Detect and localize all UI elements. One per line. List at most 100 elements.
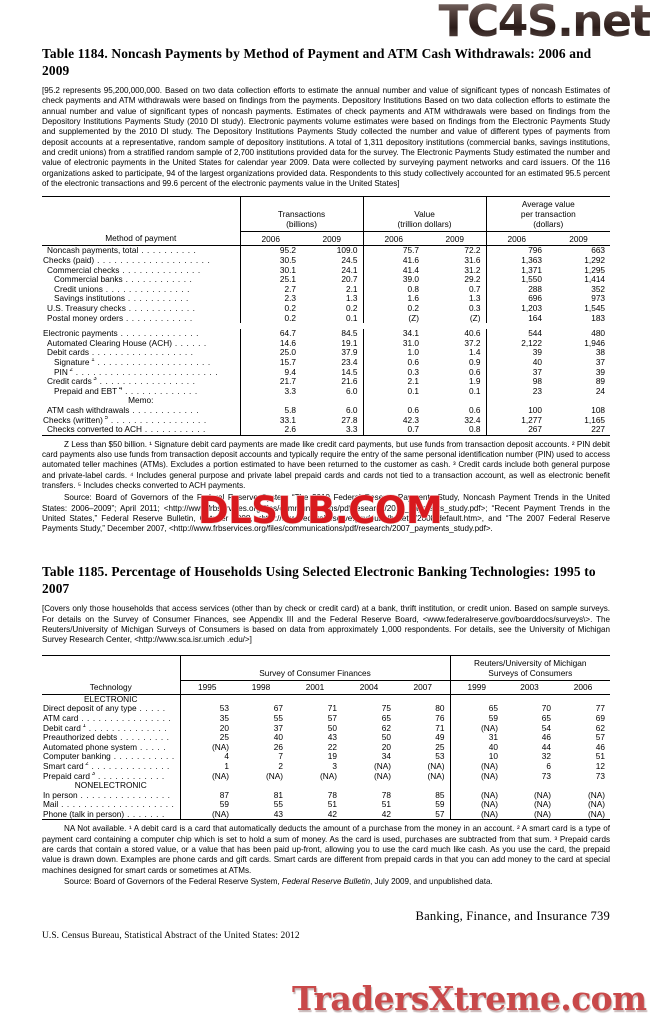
- row-label: ATM card . . . . . . . . . . . . . . . .: [43, 713, 172, 723]
- table-cell: 81: [273, 789, 283, 800]
- table-1185-col-year: 2007: [396, 679, 451, 695]
- table-cell: 973: [591, 293, 606, 304]
- table-cell: 0.2: [239, 303, 301, 314]
- leader-dots: . . . . . . . . . . . . . .: [88, 761, 170, 771]
- table-cell-empty: [234, 693, 288, 705]
- leader-dots: . . . . . . . . . . . . .: [122, 386, 198, 396]
- table-cell: 0.2: [362, 303, 425, 314]
- table-cell: 77: [595, 703, 606, 714]
- table-cell: 1,165: [584, 414, 606, 425]
- table-row: Postal money orders . . . . . . . . . . …: [42, 313, 610, 324]
- row-group-header: ELECTRONIC: [42, 693, 180, 705]
- row-label: Commercial checks . . . . . . . . . . . …: [47, 265, 201, 275]
- table-cell: (NA): [587, 808, 606, 819]
- leader-dots: . . . . . . . . . . .: [125, 294, 189, 304]
- table-1185-col-year: 2001: [288, 679, 342, 695]
- table-cell: 0.7: [362, 424, 425, 436]
- row-group-header: Memo:: [128, 395, 154, 406]
- table-cell: 39: [485, 348, 548, 358]
- table-cell: 480: [591, 328, 606, 339]
- leader-dots: . . . . . . . . . . . .: [125, 304, 196, 313]
- table-cell: 3.3: [239, 386, 301, 397]
- leader-dots: . . . . . . . . . . . . . . . .: [78, 713, 172, 723]
- table-cell: 25.0: [239, 348, 301, 358]
- table-cell: 51: [381, 799, 391, 810]
- table-cell: 0.6: [362, 405, 425, 416]
- group-label-line1: Average value: [521, 199, 575, 210]
- table-cell: 1.9: [468, 376, 481, 387]
- table-1185-col-year: 2004: [342, 679, 396, 695]
- row-label: Debit card 1 . . . . . . . . . . . . . .: [43, 723, 168, 733]
- footnote-marker: 2: [67, 367, 73, 373]
- table-cell: 20.7: [341, 274, 358, 285]
- row-label: Prepaid card 3 . . . . . . . . . . . .: [43, 771, 165, 781]
- table-cell: 0.6: [468, 404, 481, 415]
- row-label: Postal money orders . . . . . . . . . . …: [47, 313, 193, 323]
- leader-dots: . . . . . . . . . . . . . . .: [102, 284, 191, 294]
- table-cell: 20: [381, 741, 391, 752]
- table-1185-col-year: 2006: [556, 679, 611, 695]
- row-label: Savings institutions . . . . . . . . . .…: [54, 294, 189, 304]
- table-cell: 1,414: [584, 274, 606, 285]
- table-cell: 2.3: [239, 294, 301, 304]
- table-1185-group-reuters: Reuters/University of Michigan Surveys o…: [449, 655, 611, 681]
- table-cell: 0.8: [362, 284, 425, 295]
- table-1185-footnotes: NA Not available. ¹ A debit card is a ca…: [42, 824, 610, 875]
- table-cell: 78: [327, 789, 337, 800]
- table-cell-empty: [342, 693, 396, 705]
- table-cell: 25: [179, 733, 234, 743]
- table-cell: 6.0: [345, 385, 358, 396]
- table-cell: 5.8: [239, 405, 301, 416]
- table-cell: 1,292: [584, 255, 606, 266]
- row-label: Smart card 2 . . . . . . . . . . . . . .: [43, 761, 170, 771]
- table-cell: 24.1: [341, 264, 358, 275]
- table-cell: 37.9: [341, 347, 358, 358]
- table-cell: 62: [595, 722, 606, 733]
- source-prefix: Source: Board of Governors of the Federa…: [64, 876, 282, 886]
- table-cell: (NA): [533, 808, 552, 819]
- table-cell: (NA): [533, 789, 552, 800]
- table-cell: 109.0: [301, 245, 364, 257]
- table-cell: (NA): [449, 761, 504, 772]
- leader-dots: . . . . . . . . . . . . . . . . .: [107, 415, 207, 425]
- table-1184-group-transactions: Transactions (billions): [239, 196, 364, 232]
- table-1184-title: Table 1184. Noncash Payments by Method o…: [42, 46, 592, 78]
- leader-dots: . . . . . . . . . . . . . . . .: [77, 790, 171, 800]
- group-label-line1: Transactions: [277, 209, 326, 220]
- table-cell: 19.1: [341, 337, 358, 348]
- leader-dots: . . . . . . . . . . . .: [123, 313, 193, 323]
- group-label-line2: (billions): [286, 219, 317, 230]
- leader-dots: . . . . . . . . . . . . . . . . . . . .: [58, 800, 175, 810]
- table-cell: 49: [435, 732, 445, 743]
- table-cell: 50: [381, 732, 391, 743]
- table-cell-empty: [362, 396, 425, 406]
- table-cell: 696: [485, 294, 548, 304]
- watermark-tradersxtreme: TradersXtreme.com: [291, 978, 649, 1020]
- table-cell: (Z): [362, 313, 425, 324]
- table-cell: 31.6: [464, 255, 481, 266]
- table-1185: Technology Survey of Consumer Finances R…: [42, 655, 611, 822]
- table-cell: 12: [595, 760, 606, 771]
- table-1185-head: Technology Survey of Consumer Finances R…: [42, 655, 611, 695]
- row-label: Checks (paid) . . . . . . . . . . . . . …: [43, 256, 211, 266]
- table-1185-col-year: 1998: [234, 679, 288, 695]
- table-cell: 227: [591, 424, 606, 435]
- table-cell: 51: [595, 751, 606, 762]
- table-row: Direct deposit of any type . . . . . 53 67…: [42, 704, 610, 714]
- row-label: Noncash payments, total . . . . . . . . …: [42, 245, 240, 257]
- table-cell-empty: [239, 396, 301, 406]
- table-cell: 46: [595, 741, 606, 752]
- table-cell: 42: [381, 808, 391, 819]
- table-cell: 1,203: [485, 303, 548, 314]
- table-cell: 40.6: [464, 328, 481, 339]
- table-1184-col-year: 2006: [362, 231, 425, 246]
- leader-dots: . . . . . . . . . . . . . . . . . .: [88, 348, 194, 358]
- table-cell: 62: [381, 722, 391, 733]
- group-label-line1: Survey of Consumer Finances: [259, 667, 371, 678]
- table-cell: 164: [485, 313, 548, 324]
- table-row: Credit unions . . . . . . . . . . . . . …: [42, 284, 610, 295]
- leader-dots: . . . . . . . . . . . .: [95, 771, 165, 781]
- table-cell: 1,545: [584, 303, 606, 313]
- table-cell: 59: [435, 799, 445, 810]
- table-cell: 89: [595, 376, 606, 387]
